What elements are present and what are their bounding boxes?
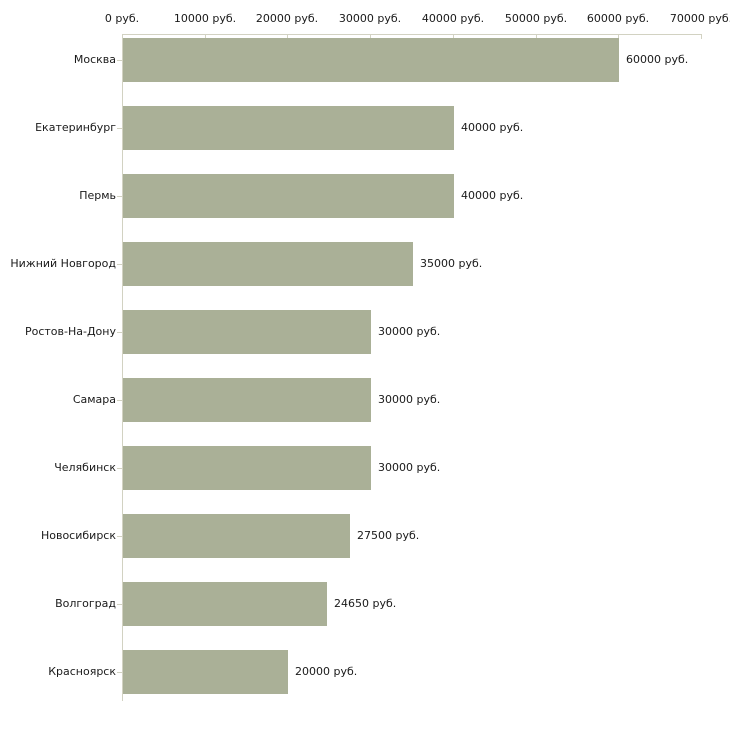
bar <box>123 582 327 626</box>
value-label: 35000 руб. <box>420 257 483 270</box>
bar <box>123 650 288 694</box>
bar <box>123 38 619 82</box>
value-label: 30000 руб. <box>378 461 441 474</box>
value-label: 40000 руб. <box>461 121 524 134</box>
category-label: Пермь <box>79 189 116 202</box>
value-label: 30000 руб. <box>378 325 441 338</box>
x-tick-label: 10000 руб. <box>173 12 237 25</box>
x-tick-mark <box>287 34 288 39</box>
x-tick-mark <box>205 34 206 39</box>
x-axis-line <box>122 34 702 35</box>
category-label: Ростов-На-Дону <box>24 325 116 338</box>
x-tick-mark <box>370 34 371 39</box>
x-tick-label: 0 руб. <box>104 12 140 25</box>
value-label: 30000 руб. <box>378 393 441 406</box>
bar <box>123 106 454 150</box>
y-tick-mark <box>117 400 122 401</box>
y-axis-line <box>122 34 123 701</box>
x-tick-mark <box>453 34 454 39</box>
x-tick-label: 50000 руб. <box>504 12 568 25</box>
bar <box>123 446 371 490</box>
x-tick-label: 30000 руб. <box>338 12 402 25</box>
value-label: 24650 руб. <box>334 597 397 610</box>
bar <box>123 242 413 286</box>
category-label: Нижний Новгород <box>10 257 116 270</box>
value-label: 27500 руб. <box>357 529 420 542</box>
bar <box>123 310 371 354</box>
bar <box>123 378 371 422</box>
x-tick-mark <box>618 34 619 39</box>
bar <box>123 514 350 558</box>
y-tick-mark <box>117 60 122 61</box>
category-label: Самара <box>72 393 116 406</box>
x-tick-label: 60000 руб. <box>586 12 650 25</box>
y-tick-mark <box>117 604 122 605</box>
y-tick-mark <box>117 264 122 265</box>
x-tick-label: 40000 руб. <box>421 12 485 25</box>
bar <box>123 174 454 218</box>
category-label: Москва <box>73 53 116 66</box>
category-label: Красноярск <box>48 665 116 678</box>
y-tick-mark <box>117 196 122 197</box>
y-tick-mark <box>117 536 122 537</box>
x-tick-label: 20000 руб. <box>255 12 319 25</box>
x-tick-mark <box>122 34 123 39</box>
category-label: Волгоград <box>55 597 116 610</box>
value-label: 20000 руб. <box>295 665 358 678</box>
x-tick-mark <box>536 34 537 39</box>
y-tick-mark <box>117 128 122 129</box>
y-tick-mark <box>117 332 122 333</box>
category-label: Челябинск <box>54 461 116 474</box>
value-label: 40000 руб. <box>461 189 524 202</box>
category-label: Новосибирск <box>40 529 116 542</box>
category-label: Екатеринбург <box>35 121 116 134</box>
y-tick-mark <box>117 672 122 673</box>
value-label: 60000 руб. <box>626 53 689 66</box>
x-tick-mark <box>701 34 702 39</box>
y-tick-mark <box>117 468 122 469</box>
x-tick-label: 70000 руб. <box>669 12 730 25</box>
